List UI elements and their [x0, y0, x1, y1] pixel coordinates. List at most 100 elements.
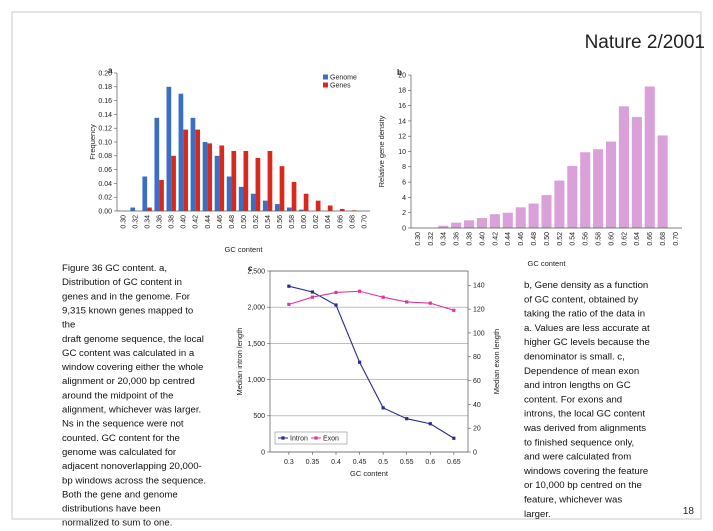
caption-line: was derived from alignments: [523, 423, 646, 434]
x-tick-label: 0.38: [169, 215, 176, 229]
x-tick-label: 0.44: [505, 232, 512, 246]
bar: [657, 135, 668, 228]
caption-line: b, Gene density as a function: [524, 280, 648, 291]
bar: [202, 142, 208, 211]
x-tick-label: 0.65: [447, 459, 461, 466]
caption-line: alignment or 20,000 bp centred: [62, 376, 195, 387]
legend-swatch: [323, 82, 328, 88]
bar: [178, 93, 184, 211]
y2-tick-label: 0: [473, 449, 477, 456]
caption-line: GC content was calculated in a: [62, 348, 195, 359]
caption-line: and were calculated from: [524, 452, 631, 463]
bar: [231, 150, 237, 211]
bar: [554, 180, 565, 228]
x-tick-label: 0.6: [425, 459, 435, 466]
caption-line: Distribution of GC content in: [62, 277, 182, 288]
bar: [605, 141, 617, 228]
caption-line: content. For exons and: [524, 394, 622, 405]
x-tick-label: 0.30: [415, 232, 422, 246]
y2-tick-label: 120: [473, 307, 485, 314]
caption-line: larger.: [524, 509, 551, 520]
legend-label: Intron: [290, 435, 308, 442]
caption-line: and intron lengths on GC: [524, 380, 631, 391]
y-tick-label: 0.04: [98, 181, 112, 188]
point: [287, 302, 291, 306]
x-axis-label: GC content: [528, 259, 567, 268]
bar: [267, 150, 273, 211]
x-tick-label: 0.30: [120, 215, 127, 229]
y-tick-label: 2: [402, 210, 406, 217]
bar: [438, 225, 449, 228]
bar: [243, 150, 249, 211]
point: [334, 303, 338, 307]
bar: [528, 203, 539, 228]
bar: [207, 143, 213, 211]
point: [310, 295, 315, 299]
y-tick-label: 1,500: [247, 341, 265, 348]
bar: [226, 176, 232, 211]
x-tick-label: 0.70: [361, 215, 368, 229]
y2-tick-label: 100: [473, 330, 485, 337]
bar: [154, 117, 160, 211]
x-axis-label: GC content: [350, 469, 389, 478]
x-tick-label: 0.48: [229, 215, 236, 229]
y-tick-label: 20: [398, 72, 406, 79]
bar: [219, 145, 225, 211]
bar: [567, 166, 578, 228]
x-tick-label: 0.38: [466, 232, 473, 246]
x-tick-label: 0.60: [301, 215, 308, 229]
bar: [147, 207, 152, 211]
y-tick-label: 0.08: [98, 153, 112, 160]
caption-line: the: [62, 320, 75, 331]
slide-title: Nature 2/2001: [585, 32, 705, 53]
caption-line: introns, the local GC content: [524, 409, 645, 420]
bar: [190, 117, 196, 211]
x-tick-label: 0.52: [557, 232, 564, 246]
bar: [451, 222, 462, 228]
y2-tick-label: 40: [473, 402, 481, 409]
bar: [631, 117, 642, 228]
point: [287, 284, 291, 288]
caption-line: bp windows across the sequence.: [62, 475, 206, 486]
y-tick-label: 2,500: [247, 268, 265, 275]
legend-swatch: [323, 74, 328, 80]
bar: [279, 166, 285, 211]
bar: [286, 207, 292, 211]
bar: [618, 106, 629, 228]
y-tick-label: 0: [402, 225, 406, 232]
point: [405, 300, 409, 304]
caption-line: windows covering the feature: [523, 466, 648, 477]
bar: [214, 155, 220, 211]
y-tick-label: 0.02: [98, 195, 112, 202]
caption-line: 9,315 known genes mapped to: [62, 305, 193, 316]
y-tick-label: 8: [402, 164, 406, 171]
y-tick-label: 16: [398, 103, 406, 110]
x-tick-label: 0.48: [531, 232, 538, 246]
caption-line: counted. GC content for the: [62, 433, 180, 444]
bar: [262, 200, 268, 211]
bar: [183, 129, 188, 211]
caption-line: adjacent nonoverlapping 20,000-: [62, 461, 202, 472]
point: [310, 290, 315, 294]
x-tick-label: 0.34: [145, 215, 152, 229]
bar: [238, 186, 244, 211]
bar: [327, 205, 333, 211]
y-tick-label: 0.16: [98, 98, 112, 105]
x-tick-label: 0.45: [353, 459, 367, 466]
x-tick-label: 0.62: [313, 215, 320, 229]
x-tick-label: 0.4: [331, 459, 341, 466]
x-tick-label: 0.68: [349, 215, 356, 229]
bar: [515, 207, 526, 228]
bar: [476, 218, 488, 228]
x-tick-label: 0.50: [544, 232, 551, 246]
x-tick-label: 0.42: [193, 215, 200, 229]
y-tick-label: 0.00: [98, 208, 112, 215]
bar: [489, 214, 500, 228]
bar: [464, 220, 475, 228]
page-number: 18: [683, 506, 695, 517]
x-tick-label: 0.70: [673, 232, 680, 246]
caption-line: draft genome sequence, the local: [62, 334, 204, 345]
x-tick-label: 0.40: [479, 232, 486, 246]
y-tick-label: 4: [402, 195, 406, 202]
legend-label: Genome: [330, 74, 357, 81]
